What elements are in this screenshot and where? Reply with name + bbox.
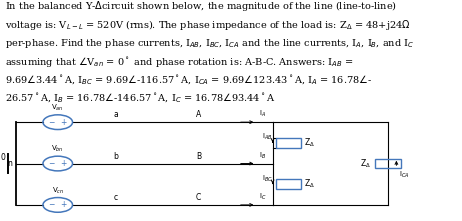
Text: A: A [196,110,201,119]
Text: V$_{bn}$: V$_{bn}$ [51,144,64,154]
Text: B: B [196,152,201,161]
Bar [276,179,301,189]
Text: I$_{CA}$: I$_{CA}$ [399,170,409,180]
Text: V$_{cn}$: V$_{cn}$ [52,185,64,196]
Text: +: + [61,159,67,168]
Bar [276,138,301,148]
Text: I$_C$: I$_C$ [259,192,266,202]
Text: Z$_\Delta$: Z$_\Delta$ [304,137,316,149]
Text: C: C [196,193,201,202]
Text: I$_A$: I$_A$ [259,109,266,119]
Text: −: − [49,118,55,127]
Text: Z$_\Delta$: Z$_\Delta$ [304,178,316,191]
Text: Z$_\Delta$: Z$_\Delta$ [360,157,371,170]
Text: +: + [61,118,67,127]
Text: I$_{BC}$: I$_{BC}$ [261,173,273,184]
Text: c: c [114,193,117,202]
Text: 26.57$^\circ$A, I$_B$ = 16.78$\angle$-146.57$^\circ$A, I$_C$ = 16.78$\angle$93.4: 26.57$^\circ$A, I$_B$ = 16.78$\angle$-14… [5,92,275,105]
Text: V$_{an}$: V$_{an}$ [51,103,64,113]
Text: 0: 0 [1,153,6,162]
Text: I$_B$: I$_B$ [259,151,266,161]
Text: 9.69$\angle$3.44$^\circ$A, I$_{BC}$ = 9.69$\angle$-116.57$^\circ$A, I$_{CA}$ = 9: 9.69$\angle$3.44$^\circ$A, I$_{BC}$ = 9.… [5,73,372,87]
Text: In the balanced Y-$\Delta$circuit shown below, the magnitude of the line (line-t: In the balanced Y-$\Delta$circuit shown … [5,0,397,13]
Text: per-phase. Find the phase currents, I$_{AB}$, I$_{BC}$, I$_{CA}$ and the line cu: per-phase. Find the phase currents, I$_{… [5,37,414,50]
Text: n: n [7,159,12,168]
Text: assuming that $\angle$V$_{an}$ = 0$^\circ$ and phase rotation is: A-B-C. Answers: assuming that $\angle$V$_{an}$ = 0$^\cir… [5,55,353,69]
Bar [375,159,401,168]
Text: I$_{AB}$: I$_{AB}$ [262,132,273,142]
Text: a: a [113,110,118,119]
Text: voltage is: V$_{L-L}$ = 520V (rms). The phase impedance of the load is: Z$_{\Del: voltage is: V$_{L-L}$ = 520V (rms). The … [5,18,410,32]
Text: −: − [49,200,55,210]
Text: +: + [61,200,67,210]
Text: b: b [113,152,118,161]
Text: −: − [49,159,55,168]
